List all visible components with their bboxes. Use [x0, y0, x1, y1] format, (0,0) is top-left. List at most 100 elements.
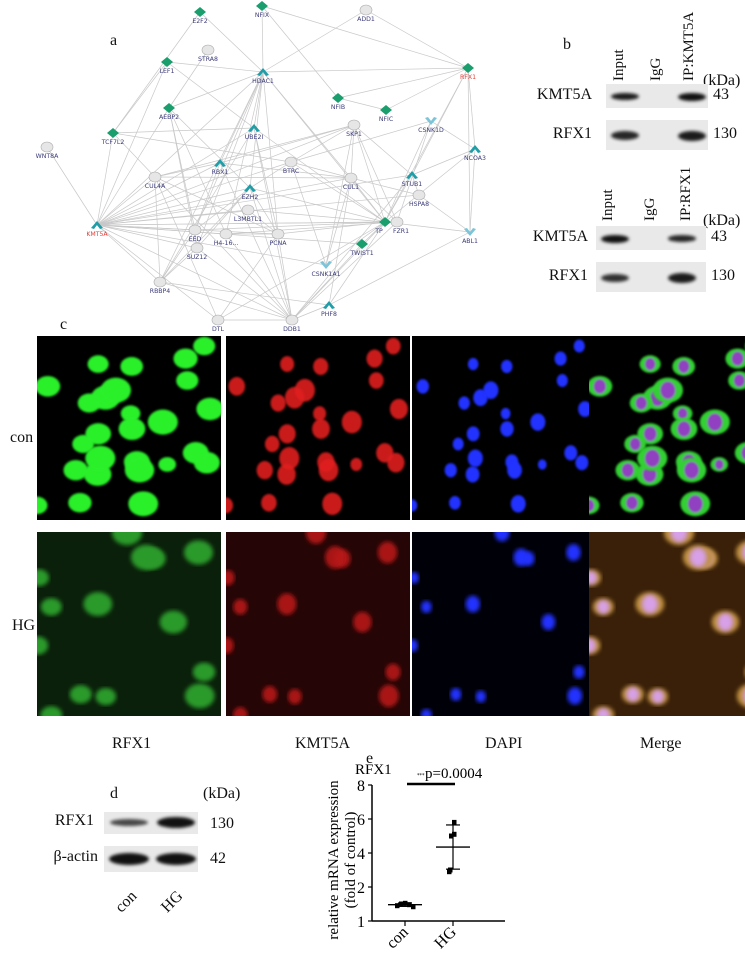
panel-d-label: d: [110, 785, 118, 802]
node-stub1: STUB1: [402, 171, 422, 188]
cell: [120, 405, 141, 422]
edge-rbx1-cul4a: [154, 162, 221, 178]
cell: [592, 598, 614, 616]
ellipse-icon: [188, 224, 202, 236]
cell: [458, 396, 470, 410]
cell: [270, 394, 286, 412]
cell: [128, 491, 159, 517]
edge-lef1-ube2i: [166, 61, 255, 129]
data-point-hg: [449, 833, 454, 839]
node-hspa8: HSPA8: [409, 189, 429, 208]
lane-label-input: Input: [600, 189, 616, 221]
cell: [184, 683, 215, 709]
edge-add1-hdac1: [262, 9, 367, 73]
node-label: DDB1: [283, 326, 301, 333]
cell: [735, 541, 745, 564]
cell: [501, 359, 513, 374]
protein-label-kmt5a: KMT5A: [532, 228, 588, 245]
interaction-network: E2F2 NFIX ADD1 STRA8 LEF1 HDAC1 RFX1 NFIB NFIC AE…: [36, 1, 486, 333]
node-tp: TP: [374, 217, 391, 235]
cell: [589, 569, 601, 587]
chevron-down-icon: [425, 117, 437, 125]
node-label: STUB1: [402, 181, 422, 188]
edge-ezh2-ddb1: [249, 187, 293, 321]
cell: [111, 532, 143, 546]
node-label: L3MBTL1: [234, 216, 262, 223]
cell: [465, 466, 480, 483]
protein-label-rfx1: RFX1: [54, 812, 94, 829]
cell: [226, 570, 235, 586]
cell: [589, 375, 613, 397]
cell: [159, 610, 188, 634]
x-tick-label-hg: HG: [431, 923, 460, 952]
cell: [196, 397, 221, 421]
edge-kmt5a-lef1: [96, 61, 168, 226]
ellipse-icon: [40, 141, 54, 153]
cell: [736, 684, 745, 707]
cell: [556, 374, 568, 388]
band: [668, 235, 696, 242]
edge-btrc-csnk1a1: [290, 161, 327, 266]
edge-phf8-abl1: [328, 231, 471, 306]
edge-rfx1-ncoa3: [467, 67, 476, 150]
cell: [261, 494, 277, 512]
cell: [680, 491, 711, 517]
edge-btrc-tp: [290, 161, 386, 223]
cell: [575, 455, 589, 471]
edge-pcna-tp: [277, 221, 386, 235]
edge-ezh2-suz12: [196, 187, 251, 249]
lane-label-ip-kmt5a: IP:KMT5A: [681, 11, 697, 81]
cell: [592, 706, 615, 716]
chevron-up-icon: [406, 171, 418, 179]
node-label: CSNK1A1: [311, 271, 340, 278]
edge-rfx1-nfic: [385, 67, 469, 111]
cell: [130, 544, 162, 570]
edge-kmt5a-hdac1: [96, 71, 264, 226]
network-edges: [46, 5, 476, 321]
node-label: NFIC: [379, 116, 393, 123]
node-eed: EED: [188, 224, 202, 243]
row-label-hg: HG: [12, 617, 36, 634]
cell: [278, 424, 296, 444]
node-hdac1: HDAC1: [252, 68, 274, 85]
cell: [629, 393, 653, 413]
edge-skp1-tp: [353, 124, 386, 223]
cell: [734, 442, 745, 464]
edge-aebp2-ezh2: [168, 107, 251, 189]
blot-rfx1: [606, 120, 708, 150]
cell: [377, 541, 398, 564]
cell: [537, 459, 547, 470]
edge-ddb1-tp: [291, 221, 386, 321]
node-ube2i: UBE2I: [245, 124, 263, 141]
node-label: ABL1: [462, 238, 478, 245]
edge-aebp2-suz12: [168, 107, 198, 249]
node-label: SKP1: [346, 131, 362, 138]
cell: [420, 708, 432, 716]
node-label: RFX1: [460, 74, 476, 81]
node-label: HSPA8: [409, 201, 429, 208]
panel-e-label: e: [366, 750, 374, 767]
band: [668, 272, 696, 283]
edge-kmt5a-aebp2: [96, 107, 170, 226]
edge-kmt5a-tcf7l2: [96, 132, 114, 226]
edge-cul1-phf8: [328, 177, 352, 306]
ellipse-icon: [344, 172, 358, 184]
lane-label-ip-rfx1: IP:RFX1: [678, 166, 694, 221]
cell: [100, 377, 131, 403]
node-label: SUZ12: [187, 254, 208, 261]
edge-e2f2-tcf7l2: [112, 11, 201, 134]
cell: [385, 337, 401, 355]
cell: [494, 532, 510, 542]
node-label: EED: [189, 236, 202, 243]
edge-stub1-ddb1: [291, 174, 413, 321]
cell: [412, 639, 418, 652]
cell: [182, 442, 209, 464]
cell: [564, 445, 578, 461]
x-tick-label-con: con: [383, 924, 411, 952]
ellipse-icon: [201, 44, 215, 56]
node-rbx1: RBX1: [212, 159, 228, 176]
ellipse-icon: [271, 228, 285, 240]
edge-skp1-csnk1a1: [325, 124, 355, 266]
kda-130: 130: [210, 815, 234, 832]
diamond-icon: [332, 93, 344, 103]
